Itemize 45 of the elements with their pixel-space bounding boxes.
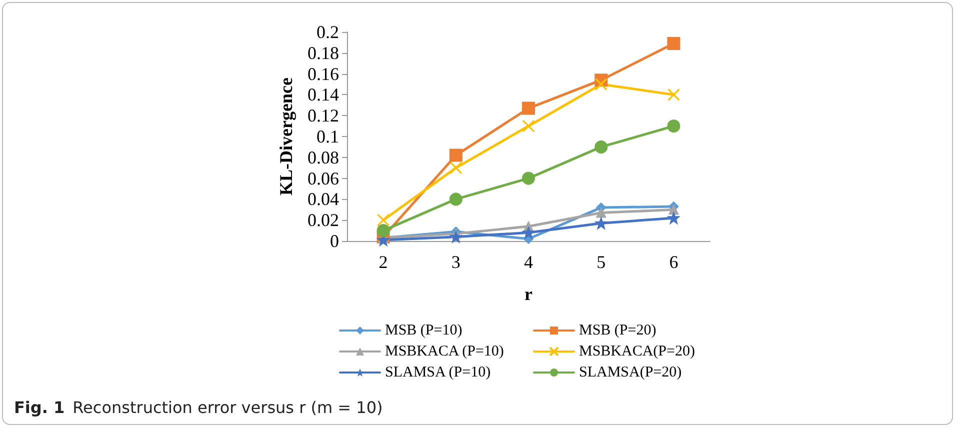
point bbox=[596, 208, 606, 218]
point bbox=[522, 226, 534, 239]
y-tick-label: 0.12 bbox=[308, 106, 339, 126]
caption: Fig. 1 bbox=[14, 398, 65, 417]
y-tick-label: 0.1 bbox=[316, 126, 339, 146]
x-tick-label: 2 bbox=[378, 252, 388, 272]
legend-label: SLAMSA(P=20) bbox=[579, 364, 682, 380]
legend-label: MSBKACA (P=10) bbox=[385, 344, 504, 360]
point bbox=[522, 120, 535, 132]
y-tick-label: 0 bbox=[330, 231, 339, 251]
point bbox=[594, 140, 608, 154]
point bbox=[450, 162, 462, 174]
point bbox=[522, 172, 535, 185]
point bbox=[595, 217, 608, 230]
y-tick-label: 0.06 bbox=[308, 168, 339, 188]
x-tick-label: 3 bbox=[451, 252, 460, 272]
y-axis-title: KL-Divergence bbox=[276, 78, 296, 196]
y-tick-label: 0.14 bbox=[308, 84, 339, 105]
point bbox=[449, 192, 462, 206]
point bbox=[377, 214, 390, 226]
point bbox=[668, 212, 680, 224]
y-tick-label: 0.2 bbox=[316, 22, 339, 42]
text: Reconstruction error versus r (m = 10) bbox=[72, 398, 383, 417]
point bbox=[450, 230, 462, 243]
x-tick-label: 5 bbox=[596, 252, 606, 272]
y-tick-label: 0.16 bbox=[308, 64, 339, 84]
y-tick-label: 0.02 bbox=[308, 210, 339, 230]
point bbox=[376, 224, 390, 238]
point bbox=[449, 148, 462, 162]
legend-label: SLAMSA (P=10) bbox=[385, 364, 491, 380]
y-tick-label: 0.08 bbox=[308, 147, 339, 168]
point bbox=[668, 204, 679, 215]
point bbox=[667, 88, 680, 101]
legend-label: MSBKACA(P=20) bbox=[579, 344, 695, 360]
point bbox=[522, 102, 535, 115]
y-tick-label: 0.04 bbox=[308, 189, 339, 210]
x-tick-label: 6 bbox=[669, 252, 678, 272]
legend-label: MSB (P=20) bbox=[579, 322, 656, 338]
point bbox=[594, 78, 608, 91]
point bbox=[667, 120, 680, 133]
point bbox=[667, 36, 680, 50]
legend-label: MSB (P=10) bbox=[385, 322, 462, 338]
x-tick-label: 4 bbox=[524, 252, 533, 272]
x-axis-title: r bbox=[524, 284, 532, 304]
y-tick-label: 0.18 bbox=[308, 42, 339, 63]
